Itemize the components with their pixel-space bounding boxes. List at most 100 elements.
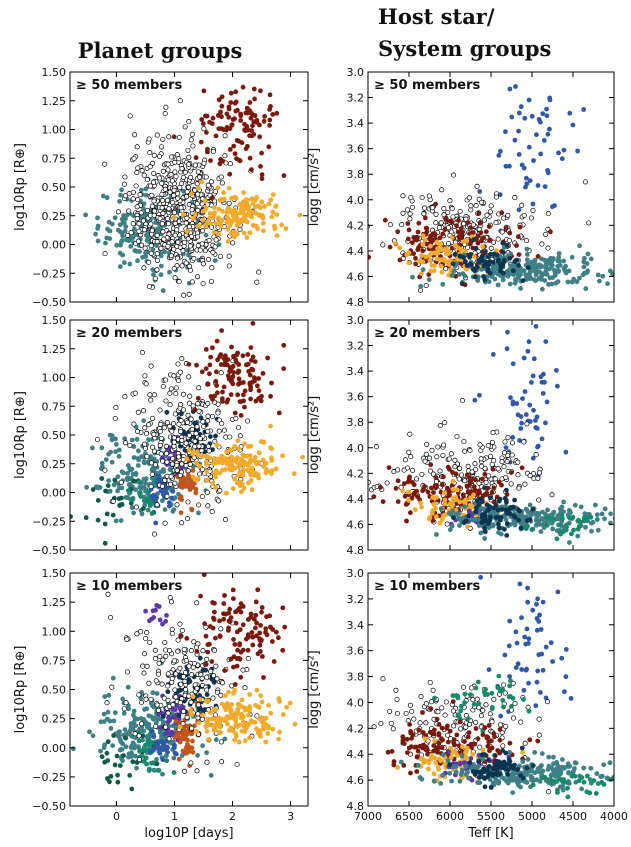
point-unassigned [191, 255, 197, 262]
point-unassigned [195, 191, 201, 197]
point-yellow [442, 497, 448, 503]
point-maroon [228, 656, 234, 662]
point-teal [204, 750, 210, 756]
point-unassigned [151, 152, 157, 158]
point-navy [500, 240, 506, 246]
point-teal [451, 268, 457, 274]
point-green [145, 499, 151, 504]
point-navy [165, 689, 171, 695]
point-yellow [211, 230, 217, 235]
point-green [136, 738, 142, 744]
point-teal [125, 471, 130, 476]
point-unassigned [426, 455, 433, 461]
point-yellow [181, 212, 186, 217]
point-unassigned [206, 448, 212, 454]
point-unassigned [199, 493, 205, 500]
point-unassigned [441, 212, 447, 218]
point-blue [533, 425, 539, 430]
point-unassigned [178, 402, 184, 408]
point-teal [162, 249, 168, 255]
point-unassigned [109, 684, 115, 690]
y-axis-label: logg [cm/s²] [307, 396, 322, 475]
point-unassigned [171, 435, 177, 441]
point-maroon [231, 664, 236, 670]
point-unassigned [448, 451, 454, 457]
point-teal [410, 274, 415, 280]
point-yellow [268, 197, 274, 203]
point-maroon [227, 365, 233, 370]
point-yellow [217, 470, 223, 476]
point-teal [110, 675, 116, 681]
point-teal [142, 460, 148, 466]
point-blue [503, 445, 509, 450]
point-unassigned [175, 239, 181, 245]
point-unassigned [149, 192, 155, 198]
point-green [570, 514, 576, 520]
point-unassigned [168, 473, 174, 480]
point-maroon [416, 220, 422, 226]
points-rp-20 [70, 321, 305, 546]
point-yellow [269, 214, 275, 220]
point-yellow [232, 207, 238, 213]
point-unassigned [205, 413, 211, 419]
point-unassigned [195, 169, 201, 175]
point-unassigned [170, 702, 176, 708]
point-unassigned [150, 179, 157, 185]
point-maroon [380, 499, 386, 504]
point-navy [471, 237, 477, 243]
point-teal [523, 272, 528, 278]
point-maroon [210, 345, 215, 351]
point-maroon [233, 609, 238, 615]
point-maroon [240, 380, 246, 385]
point-maroon [248, 396, 254, 402]
point-blue [526, 636, 532, 642]
point-maroon [235, 350, 241, 356]
point-unassigned [468, 203, 474, 209]
point-unassigned [387, 708, 393, 714]
point-unassigned [144, 630, 150, 636]
point-yellow [297, 212, 303, 218]
point-green [142, 748, 147, 753]
point-unassigned [227, 434, 233, 440]
y-tick-label: 4.0 [347, 194, 365, 207]
point-unassigned [452, 457, 458, 463]
point-teal [524, 246, 530, 252]
point-maroon [199, 369, 205, 375]
point-maroon [237, 605, 242, 611]
point-blue [530, 373, 536, 379]
point-blue [513, 558, 518, 563]
point-teal [138, 486, 144, 491]
point-unassigned [182, 670, 189, 676]
point-teal [457, 523, 462, 528]
point-teal [171, 755, 177, 761]
point-unassigned [191, 660, 197, 667]
point-unassigned [180, 391, 187, 397]
point-dark_teal [131, 478, 137, 484]
point-unassigned [523, 238, 530, 244]
point-maroon [233, 89, 239, 95]
y-tick-label: 1.50 [42, 314, 67, 327]
point-green [432, 695, 437, 701]
point-blue [525, 585, 530, 591]
point-unassigned [159, 144, 165, 150]
point-green [455, 695, 461, 701]
point-unassigned [468, 207, 474, 213]
point-navy [518, 525, 524, 531]
point-blue [542, 184, 548, 190]
point-unassigned [451, 723, 457, 729]
point-maroon [449, 245, 455, 251]
point-maroon [250, 123, 255, 129]
point-blue [510, 399, 516, 405]
point-unassigned [135, 165, 141, 171]
point-teal [594, 512, 600, 518]
point-unassigned [144, 663, 150, 669]
point-navy [486, 262, 492, 268]
point-yellow [400, 488, 405, 494]
point-yellow [208, 710, 213, 715]
point-yellow [480, 244, 485, 250]
point-green [485, 692, 490, 697]
point-unassigned [166, 134, 172, 140]
point-maroon [227, 147, 233, 152]
y-tick-label: 4.6 [347, 270, 365, 283]
point-unassigned [242, 685, 248, 691]
